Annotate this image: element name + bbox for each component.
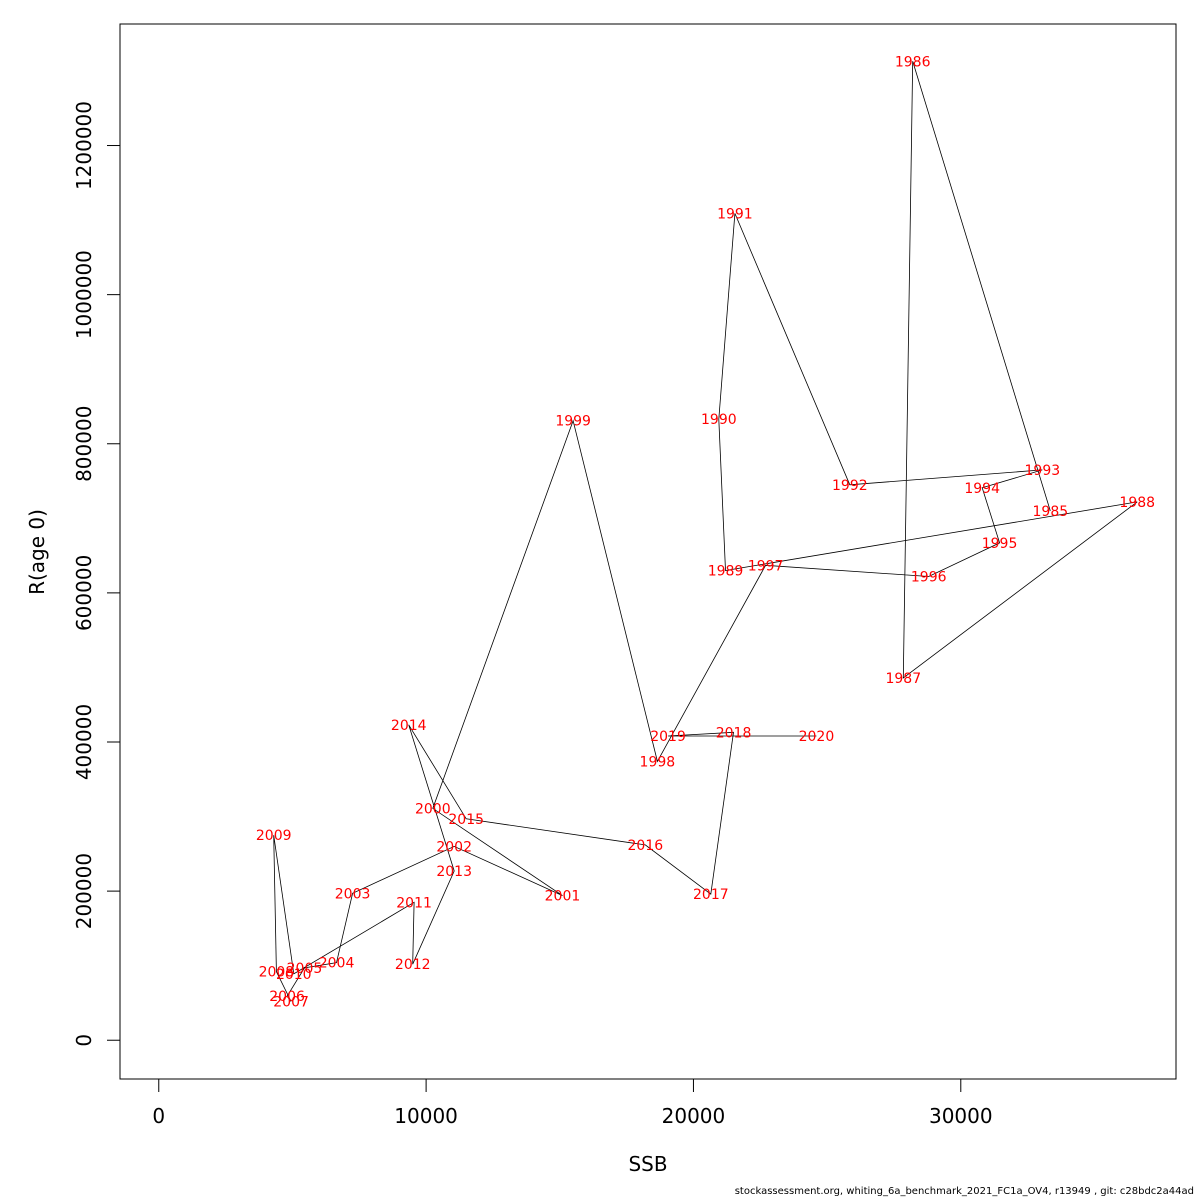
point-label-1991: 1991 — [717, 206, 753, 222]
x-tick-label: 20000 — [662, 1104, 726, 1128]
y-tick-label: 0 — [72, 1034, 96, 1047]
y-axis: 0 200000 400000 600000 800000 1000000 1200000 — [72, 101, 121, 1047]
y-tick-label: 200000 — [72, 853, 96, 929]
stock-recruitment-line — [273, 61, 1138, 1002]
point-label-1994: 1994 — [964, 481, 1000, 497]
point-label-2009: 2009 — [256, 828, 292, 844]
y-tick-label: 800000 — [72, 406, 96, 482]
point-label-2000: 2000 — [415, 801, 451, 817]
plot-frame — [119, 23, 1177, 1080]
point-label-2013: 2013 — [436, 864, 472, 880]
point-label-2014: 2014 — [391, 718, 427, 734]
point-label-2010: 2010 — [276, 967, 312, 983]
y-tick-label: 400000 — [72, 704, 96, 780]
point-label-2011: 2011 — [396, 895, 432, 911]
point-label-2008: 2008 — [259, 965, 295, 981]
y-tick-label: 1000000 — [72, 250, 96, 339]
point-label-1993: 1993 — [1025, 463, 1061, 479]
point-label-2012: 2012 — [395, 957, 431, 973]
point-label-1987: 1987 — [885, 671, 921, 687]
point-label-2016: 2016 — [628, 838, 664, 854]
y-tick-label: 1200000 — [72, 101, 96, 190]
point-label-2001: 2001 — [545, 889, 581, 905]
y-tick-label: 600000 — [72, 555, 96, 631]
point-label-2018: 2018 — [716, 725, 752, 741]
x-axis: 0 10000 20000 30000 — [152, 1078, 993, 1128]
point-label-1986: 1986 — [895, 54, 931, 70]
point-label-2003: 2003 — [335, 886, 371, 902]
series-line-group — [273, 61, 1138, 1002]
x-tick-label: 30000 — [929, 1104, 993, 1128]
point-label-2007: 2007 — [273, 994, 309, 1010]
point-labels-group: 1985 1986 1987 1988 1989 1990 1991 1992 1993 1994… — [256, 54, 1155, 1010]
point-label-1999: 1999 — [555, 414, 591, 430]
x-tick-label: 0 — [152, 1104, 165, 1128]
point-label-2020: 2020 — [799, 729, 835, 745]
x-tick-label: 10000 — [394, 1104, 458, 1128]
point-label-1996: 1996 — [911, 569, 947, 585]
footnote: stockassessment.org, whiting_6a_benchmar… — [734, 1186, 1194, 1197]
point-label-1988: 1988 — [1119, 495, 1155, 511]
point-label-1997: 1997 — [748, 558, 784, 574]
point-label-1992: 1992 — [832, 478, 868, 494]
point-label-1985: 1985 — [1033, 504, 1069, 520]
point-label-1989: 1989 — [708, 564, 744, 580]
point-label-2019: 2019 — [650, 729, 686, 745]
point-label-2006: 2006 — [269, 989, 305, 1005]
point-label-1998: 1998 — [640, 754, 676, 770]
point-label-1995: 1995 — [982, 536, 1018, 552]
point-label-2005: 2005 — [287, 961, 323, 977]
point-label-2015: 2015 — [448, 812, 484, 828]
point-label-2002: 2002 — [436, 839, 472, 855]
point-label-2017: 2017 — [693, 887, 729, 903]
y-axis-label: R(age 0) — [25, 509, 49, 595]
x-axis-label: SSB — [628, 1152, 667, 1176]
point-label-2004: 2004 — [319, 956, 355, 972]
point-label-1990: 1990 — [701, 412, 737, 428]
